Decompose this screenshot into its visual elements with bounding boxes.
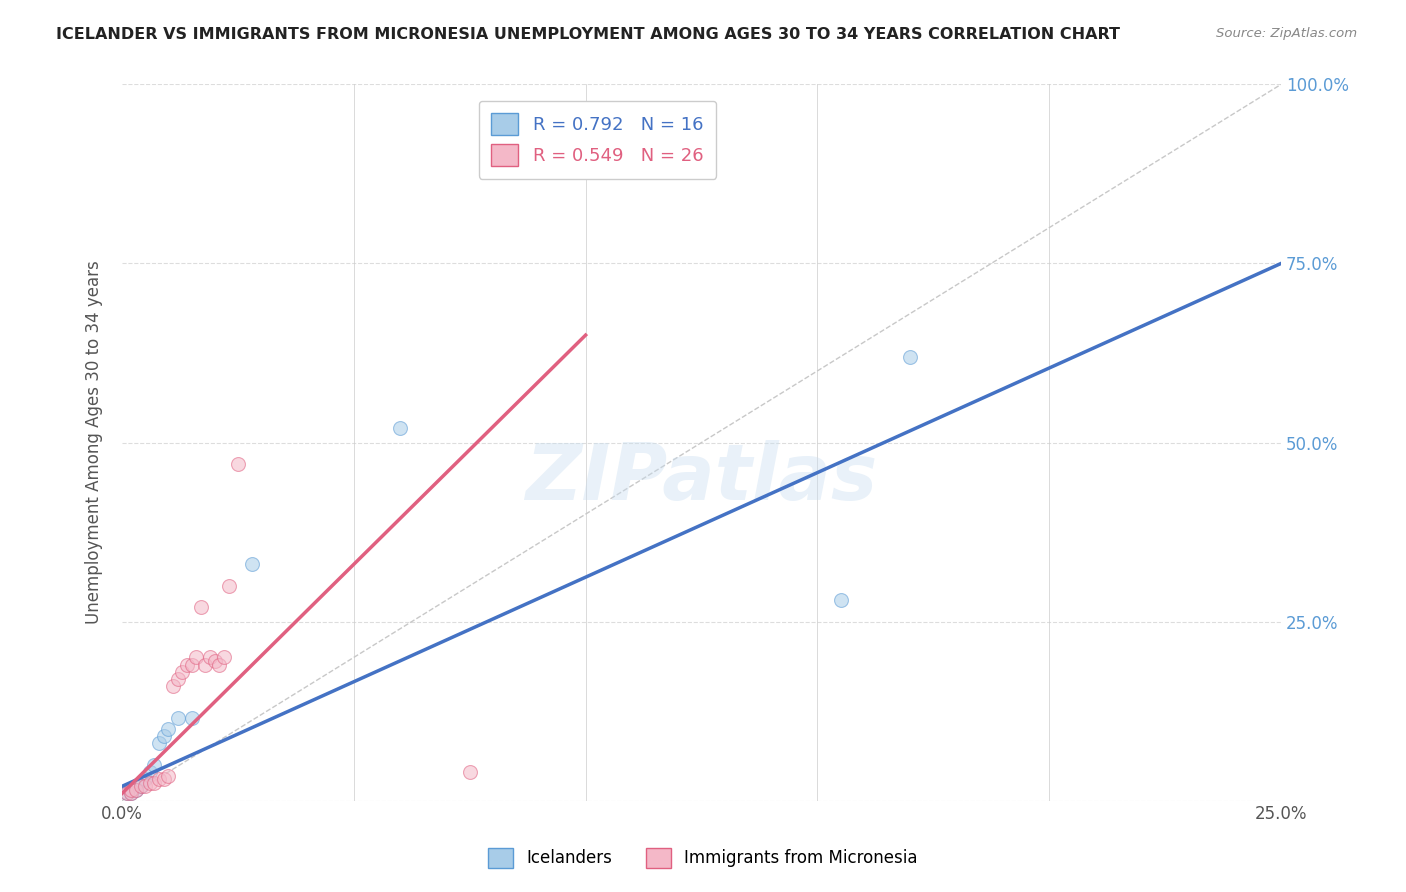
Point <box>198 650 221 665</box>
Point <box>125 783 148 797</box>
Point <box>120 787 142 801</box>
Point <box>129 779 152 793</box>
Point <box>152 772 174 786</box>
Point <box>157 722 180 736</box>
Point <box>172 665 194 679</box>
Text: ZIPatlas: ZIPatlas <box>526 441 877 516</box>
Point <box>125 783 148 797</box>
Legend: Icelanders, Immigrants from Micronesia: Icelanders, Immigrants from Micronesia <box>482 841 924 875</box>
Point <box>143 775 166 789</box>
Text: ICELANDER VS IMMIGRANTS FROM MICRONESIA UNEMPLOYMENT AMONG AGES 30 TO 34 YEARS C: ICELANDER VS IMMIGRANTS FROM MICRONESIA … <box>56 27 1121 42</box>
Point <box>190 600 212 615</box>
Point <box>180 657 202 672</box>
Point <box>830 593 852 607</box>
Point <box>139 764 162 779</box>
Point <box>120 787 142 801</box>
Point <box>166 672 188 686</box>
Point <box>240 558 263 572</box>
Point <box>194 657 217 672</box>
Point <box>157 768 180 782</box>
Point <box>176 657 198 672</box>
Point <box>166 711 188 725</box>
Point <box>186 650 208 665</box>
Point <box>139 775 162 789</box>
Y-axis label: Unemployment Among Ages 30 to 34 years: Unemployment Among Ages 30 to 34 years <box>86 260 103 624</box>
Point <box>115 787 138 801</box>
Point <box>152 729 174 743</box>
Point <box>212 650 235 665</box>
Point <box>898 350 921 364</box>
Point <box>115 787 138 801</box>
Point <box>143 757 166 772</box>
Point <box>180 711 202 725</box>
Point <box>148 772 170 786</box>
Text: Source: ZipAtlas.com: Source: ZipAtlas.com <box>1216 27 1357 40</box>
Point <box>162 679 184 693</box>
Point <box>129 779 152 793</box>
Point <box>204 654 226 668</box>
Point <box>389 421 412 435</box>
Point <box>226 457 249 471</box>
Point <box>218 579 240 593</box>
Point <box>134 779 156 793</box>
Point <box>120 783 142 797</box>
Point <box>208 657 231 672</box>
Point <box>458 764 481 779</box>
Legend: R = 0.792   N = 16, R = 0.549   N = 26: R = 0.792 N = 16, R = 0.549 N = 26 <box>479 101 716 179</box>
Point <box>134 772 156 786</box>
Point <box>148 736 170 750</box>
